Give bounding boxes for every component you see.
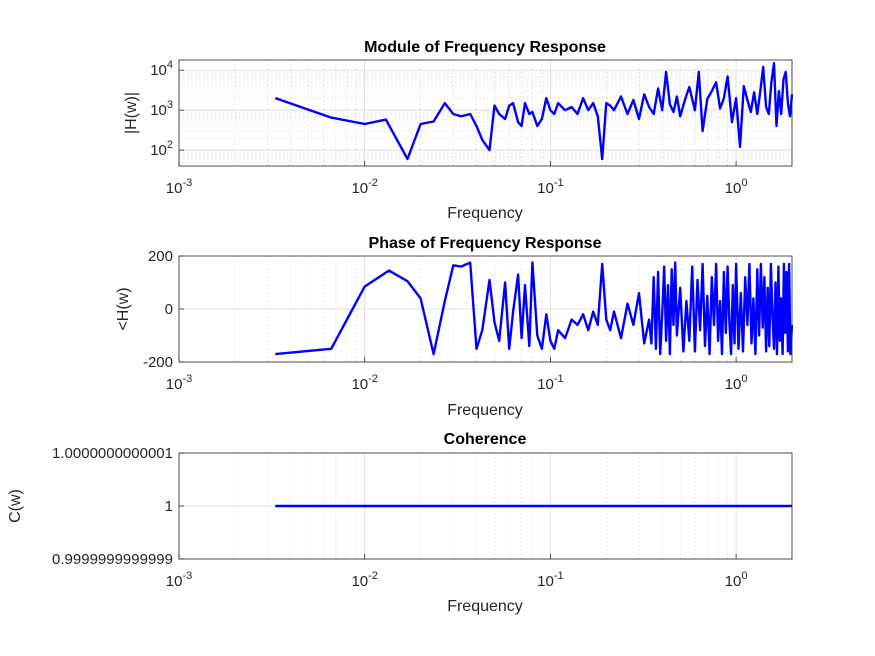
x-tick-label-phase: 100 xyxy=(725,373,748,393)
x-tick-label-phase: 10-2 xyxy=(351,373,377,393)
y-tick-label-coherence: 0.9999999999999 xyxy=(52,551,173,568)
ylabel-phase: <H(w) xyxy=(115,287,132,330)
title-phase: Phase of Frequency Response xyxy=(369,235,602,252)
plot-area-magnitude xyxy=(179,60,792,166)
title-magnitude: Module of Frequency Response xyxy=(364,39,606,56)
subplot-phase: 10-3 10-2 10-1 100 200 0 -200 Phase of Frequen… xyxy=(115,235,794,419)
x-tick-label-magnitude: 100 xyxy=(725,177,748,197)
y-tick-label-coherence: 1.0000000000001 xyxy=(52,445,173,462)
x-tick-label-coherence: 10-1 xyxy=(537,570,563,590)
magnitude-line xyxy=(274,62,794,161)
y-tick-label-phase: 0 xyxy=(165,301,173,318)
x-tick-label-magnitude: 10-1 xyxy=(537,177,563,197)
x-tick-label-phase: 10-1 xyxy=(537,373,563,393)
x-tick-label-magnitude: 10-3 xyxy=(166,177,192,197)
y-tick-label-magnitude: 103 xyxy=(150,99,173,119)
y-tick-label-phase: 200 xyxy=(148,248,173,265)
xlabel-coherence: Frequency xyxy=(447,598,523,615)
x-tick-label-phase: 10-3 xyxy=(166,373,192,393)
subplot-magnitude: 10-3 10-2 10-1 100 102 103 104 Module of Frequ… xyxy=(123,39,794,222)
ticks-magnitude: 10-3 10-2 10-1 100 102 103 104 xyxy=(150,59,747,197)
x-tick-label-coherence: 100 xyxy=(725,570,748,590)
x-tick-label-coherence: 10-3 xyxy=(166,570,192,590)
x-tick-label-magnitude: 10-2 xyxy=(351,177,377,197)
y-tick-label-magnitude: 104 xyxy=(150,59,173,79)
ylabel-coherence: C(w) xyxy=(7,489,24,523)
xlabel-magnitude: Frequency xyxy=(447,205,523,222)
axes-box-magnitude xyxy=(178,59,793,167)
y-tick-label-magnitude: 102 xyxy=(150,139,173,159)
x-tick-label-coherence: 10-2 xyxy=(351,570,377,590)
xlabel-phase: Frequency xyxy=(447,402,523,419)
y-tick-label-coherence: 1 xyxy=(165,498,173,515)
ticks-phase: 10-3 10-2 10-1 100 200 0 -200 xyxy=(143,248,748,393)
title-coherence: Coherence xyxy=(444,431,527,448)
y-tick-label-phase: -200 xyxy=(143,354,173,371)
ylabel-magnitude: |H(w)| xyxy=(123,92,140,134)
subplot-coherence: 10-3 10-2 10-1 100 1.0000000000001 1 0.9999999… xyxy=(7,431,793,615)
ticks-coherence: 10-3 10-2 10-1 100 1.0000000000001 1 0.9999999… xyxy=(52,445,747,590)
phase-line xyxy=(275,261,794,356)
